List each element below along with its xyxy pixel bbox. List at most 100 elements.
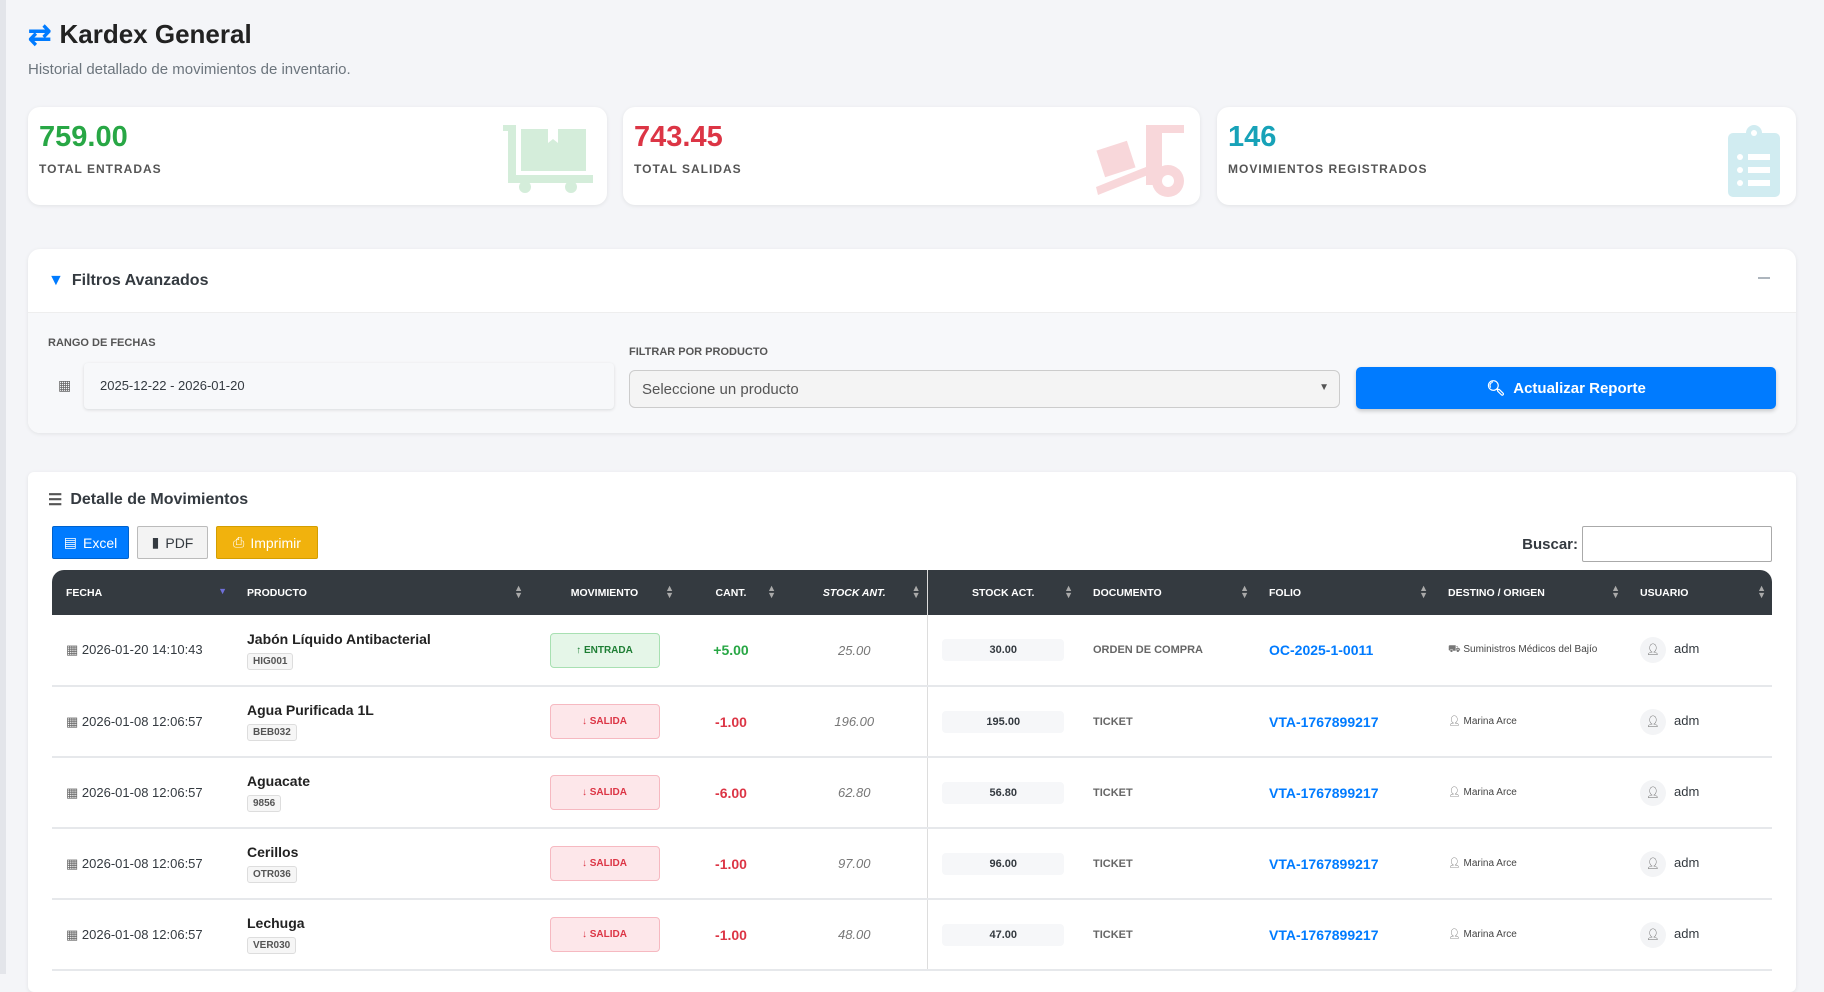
folio-link[interactable]: OC-2025-1-0011 — [1269, 642, 1374, 658]
movement-label: SALIDA — [589, 929, 627, 940]
document-type-cell: TICKET — [1079, 899, 1255, 971]
quantity-cell: -1.00 — [680, 828, 782, 900]
sort-icon: ▲ ▼ — [767, 583, 776, 600]
current-stock-cell: 30.00 — [942, 639, 1065, 661]
movements-table: FECHA ▼ PRODUCTO ▲ ▼ MOVIMIENTO ▲ ▼ CANT. ▲ ▼ STOCK… — [52, 570, 1772, 971]
table-row: ▦ 2026-01-08 12:06:57 Aguacate 9856 ↓ SAL… — [52, 757, 1772, 829]
list-icon: ☰ — [48, 492, 63, 509]
update-report-button[interactable]: 🔍︎ Actualizar Reporte — [1356, 367, 1776, 409]
file-excel-icon: ▤ — [63, 534, 77, 550]
caret-down-icon: ▼ — [1319, 382, 1329, 393]
calendar-icon: ▦ — [58, 377, 72, 393]
excel-label: Excel — [83, 534, 118, 551]
sort-icon: ▲ ▼ — [1757, 583, 1766, 600]
column-header[interactable]: FECHA ▼ — [52, 570, 233, 615]
column-header[interactable]: DESTINO / ORIGEN ▲ ▼ — [1434, 570, 1626, 615]
destination-cell: Marina Arce — [1463, 716, 1517, 727]
column-header[interactable]: FOLIO ▲ ▼ — [1255, 570, 1434, 615]
sort-icon: ▲ ▼ — [1240, 583, 1249, 600]
page-title: Kardex General — [59, 19, 252, 49]
column-header[interactable]: CANT. ▲ ▼ — [680, 570, 782, 615]
print-icon: ⎙ — [233, 534, 245, 550]
column-header[interactable]: PRODUCTO ▲ ▼ — [233, 570, 529, 615]
table-row: ▦ 2026-01-08 12:06:57 Agua Purificada 1L… — [52, 686, 1772, 758]
column-header-label: CANT. — [715, 586, 747, 599]
quantity-cell: +5.00 — [680, 615, 782, 687]
user-icon: 👤︎ — [1448, 858, 1461, 869]
column-header-label: STOCK ACT. — [972, 586, 1035, 599]
calendar-icon: ▦ — [66, 642, 79, 657]
product-filter-label: FILTRAR POR PRODUCTO — [629, 346, 768, 358]
document-type-cell: ORDEN DE COMPRA — [1079, 615, 1255, 687]
excel-button[interactable]: ▤ Excel — [52, 526, 129, 559]
date-range-input[interactable]: 2025-12-22 - 2026-01-20 — [84, 363, 614, 409]
exchange-arrows-icon: ⇄ — [28, 19, 52, 50]
stat-value: 743.45 — [634, 121, 723, 153]
date-cell: 2026-01-08 12:06:57 — [81, 713, 203, 729]
arrow-down-icon: ↓ — [581, 929, 587, 940]
collapse-button[interactable] — [1758, 277, 1770, 279]
date-cell: 2026-01-08 12:06:57 — [81, 926, 203, 942]
folio-link[interactable]: VTA-1767899217 — [1269, 926, 1379, 943]
document-type-cell: TICKET — [1079, 828, 1255, 900]
print-label: Imprimir — [250, 534, 301, 551]
document-type-cell: TICKET — [1079, 757, 1255, 829]
destination-cell: Marina Arce — [1463, 929, 1517, 940]
product-name: Jabón Líquido Antibacterial — [247, 630, 431, 647]
folio-link[interactable]: VTA-1767899217 — [1269, 713, 1379, 730]
user-icon: 👤︎ — [1448, 929, 1461, 940]
update-report-label: Actualizar Reporte — [1513, 379, 1646, 397]
product-select[interactable]: Seleccione un producto ▼ — [629, 370, 1340, 408]
search-box: Buscar: — [1522, 526, 1772, 562]
user-cell: adm — [1674, 783, 1700, 799]
column-header-label: FOLIO — [1269, 586, 1302, 599]
filters-title: Filtros Avanzados — [71, 271, 209, 289]
pdf-label: PDF — [165, 534, 194, 551]
user-avatar-icon: 👤︎ — [1640, 921, 1666, 948]
column-header[interactable]: MOVIMIENTO ▲ ▼ — [529, 570, 680, 615]
pdf-button[interactable]: ▮ PDF — [137, 526, 208, 559]
calendar-icon: ▦ — [66, 855, 79, 871]
sort-icon: ▲ ▼ — [911, 583, 921, 600]
arrow-down-icon: ↓ — [581, 858, 587, 869]
stat-card-entradas: 759.00 TOTAL ENTRADAS — [28, 107, 607, 205]
current-stock-cell: 195.00 — [942, 710, 1065, 733]
search-icon: 🔍︎ — [1486, 380, 1506, 397]
clipboard-list-icon — [1728, 125, 1780, 197]
search-input[interactable] — [1582, 526, 1772, 562]
calendar-icon: ▦ — [66, 926, 79, 942]
stat-label: MOVIMIENTOS REGISTRADOS — [1228, 162, 1428, 176]
sort-icon: ▲ ▼ — [665, 583, 674, 600]
table-row: ▦ 2026-01-08 12:06:57 Lechuga VER030 ↓ SA… — [52, 899, 1772, 971]
product-name: Agua Purificada 1L — [247, 702, 374, 718]
column-header-label: PRODUCTO — [247, 586, 307, 599]
page-subtitle: Historial detallado de movimientos de in… — [28, 61, 351, 78]
arrow-up-icon: ↑ — [576, 644, 582, 656]
print-button[interactable]: ⎙ Imprimir — [216, 526, 318, 559]
previous-stock-cell: 62.80 — [782, 757, 928, 829]
document-type-cell: TICKET — [1079, 686, 1255, 758]
sort-icon: ▲ ▼ — [1419, 583, 1428, 600]
folio-link[interactable]: VTA-1767899217 — [1269, 855, 1379, 872]
user-cell: adm — [1674, 925, 1700, 941]
stat-card-salidas: 743.45 TOTAL SALIDAS — [623, 107, 1200, 205]
user-icon: 👤︎ — [1448, 787, 1461, 798]
date-cell: 2026-01-20 14:10:43 — [81, 642, 203, 657]
product-name: Cerillos — [247, 844, 299, 860]
product-code-badge: BEB032 — [247, 724, 297, 741]
column-header[interactable]: DOCUMENTO ▲ ▼ — [1079, 570, 1255, 615]
product-name: Aguacate — [247, 773, 311, 789]
arrow-down-icon: ↓ — [581, 787, 587, 798]
column-header[interactable]: STOCK ANT. ▲ ▼ — [782, 570, 928, 615]
table-row: ▦ 2026-01-20 14:10:43 Jabón Líquido Anti… — [52, 615, 1772, 687]
column-header[interactable]: USUARIO ▲ ▼ — [1626, 570, 1772, 615]
user-cell: adm — [1674, 854, 1700, 870]
user-cell: adm — [1674, 712, 1700, 728]
column-header[interactable]: STOCK ACT. ▲ ▼ — [927, 570, 1079, 615]
stat-value: 146 — [1228, 121, 1277, 153]
folio-link[interactable]: VTA-1767899217 — [1269, 784, 1379, 801]
truck-icon: ⛟ — [1448, 643, 1461, 655]
destination-cell: Marina Arce — [1463, 787, 1517, 798]
quantity-cell: -1.00 — [680, 899, 782, 971]
user-avatar-icon: 👤︎ — [1640, 708, 1666, 735]
